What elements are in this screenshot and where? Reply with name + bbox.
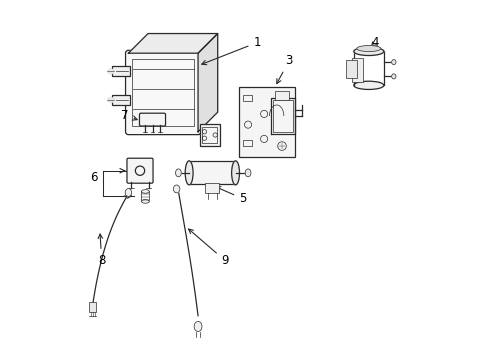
Ellipse shape <box>391 74 395 79</box>
FancyBboxPatch shape <box>127 158 153 183</box>
Bar <box>89 302 96 312</box>
Ellipse shape <box>175 169 181 177</box>
Text: 8: 8 <box>98 234 105 267</box>
Bar <box>346 60 356 78</box>
Ellipse shape <box>173 185 180 193</box>
Text: 9: 9 <box>188 229 228 267</box>
Text: 1: 1 <box>202 36 261 65</box>
Bar <box>242 140 251 146</box>
Bar <box>351 58 362 82</box>
Text: 7: 7 <box>121 109 137 122</box>
Ellipse shape <box>353 47 383 55</box>
Bar <box>239 87 294 157</box>
Text: 4: 4 <box>370 36 378 49</box>
Bar <box>200 124 220 146</box>
Ellipse shape <box>391 60 395 64</box>
Ellipse shape <box>141 200 149 203</box>
Ellipse shape <box>244 169 250 177</box>
Ellipse shape <box>353 81 383 90</box>
Bar <box>272 100 292 132</box>
Bar <box>205 183 219 193</box>
Polygon shape <box>128 33 217 53</box>
Ellipse shape <box>107 97 114 103</box>
Ellipse shape <box>107 68 114 74</box>
Ellipse shape <box>125 189 131 197</box>
Ellipse shape <box>141 190 149 193</box>
Text: 5: 5 <box>216 187 246 205</box>
Bar <box>189 161 235 184</box>
Text: 2: 2 <box>203 134 220 147</box>
Bar <box>112 66 130 76</box>
Bar <box>132 59 194 126</box>
Text: 3: 3 <box>276 54 292 84</box>
FancyBboxPatch shape <box>139 113 165 126</box>
Bar <box>274 91 288 100</box>
Ellipse shape <box>185 161 193 185</box>
Ellipse shape <box>231 161 239 185</box>
Ellipse shape <box>194 321 202 332</box>
Ellipse shape <box>356 46 380 51</box>
Bar <box>112 95 130 105</box>
Bar <box>242 95 251 102</box>
Polygon shape <box>198 33 217 132</box>
Text: 6: 6 <box>90 171 97 184</box>
Bar <box>202 127 217 143</box>
FancyBboxPatch shape <box>125 50 201 135</box>
